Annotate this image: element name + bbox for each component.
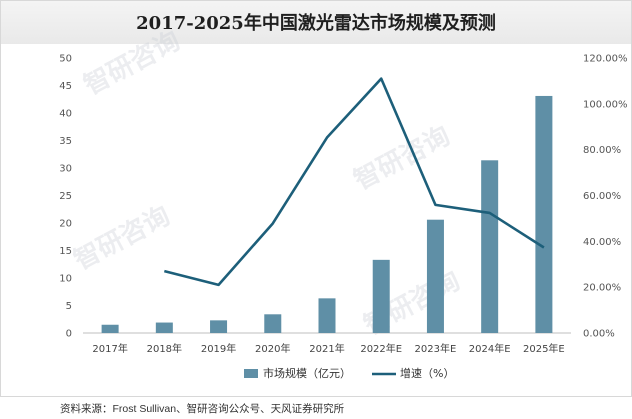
bar-2021年 <box>318 298 336 333</box>
left-axis-tick: 30 <box>59 164 72 175</box>
x-axis-tick: 2021年 <box>309 342 344 355</box>
right-axis-tick: 40.00% <box>583 237 621 248</box>
left-axis-tick: 40 <box>59 109 72 120</box>
right-axis-tick: 20.00% <box>583 283 621 294</box>
right-axis-tick: 0.00% <box>583 329 615 340</box>
x-axis-tick: 2017年 <box>92 342 127 355</box>
left-axis-tick: 0 <box>66 329 72 340</box>
left-axis-tick: 50 <box>59 54 72 65</box>
x-axis-tick: 2019年 <box>201 342 236 355</box>
x-axis-tick: 2024年E <box>469 342 511 355</box>
x-axis-tick: 2022年E <box>360 342 402 355</box>
x-axis-ticks: 2017年 2018年 2019年 2020年 2021年 2022年E 2023年E 202… <box>92 342 564 355</box>
title-band <box>1 1 631 44</box>
left-axis: 0 5 10 15 20 25 30 35 40 45 50 <box>59 54 72 340</box>
chart-title: 2017-2025年中国激光雷达市场规模及预测 <box>136 13 496 34</box>
bar-2023年E <box>426 219 444 333</box>
left-axis-tick: 15 <box>59 246 72 257</box>
watermark-text: 智研咨询 <box>349 120 455 196</box>
left-axis-tick: 45 <box>59 81 72 92</box>
bar-2025年E <box>535 95 553 333</box>
bar-2019年 <box>210 320 228 333</box>
bar-2018年 <box>155 322 173 333</box>
legend-bar-swatch <box>244 369 258 378</box>
bar-series <box>101 95 553 333</box>
bar-2020年 <box>264 314 282 333</box>
legend-line-label: 增速（%） <box>400 366 454 380</box>
watermark-text: 智研咨询 <box>69 200 175 276</box>
x-axis-tick: 2020年 <box>255 342 290 355</box>
right-axis-tick: 120.00% <box>583 54 628 65</box>
legend: 市场规模（亿元） 增速（%） <box>244 366 454 380</box>
growth-line <box>164 77 545 287</box>
source-note: 资料来源：Frost Sullivan、智研咨询公众号、天风证券研究所 <box>60 403 345 415</box>
legend-bar-label: 市场规模（亿元） <box>263 366 351 380</box>
right-axis: 0.00% 20.00% 40.00% 60.00% 80.00% 100.00% 120.… <box>583 54 628 340</box>
left-axis-tick: 20 <box>59 219 72 230</box>
bar-2017年 <box>101 324 119 333</box>
left-axis-tick: 25 <box>59 191 72 202</box>
x-axis-tick: 2025年E <box>523 342 565 355</box>
left-axis-tick: 10 <box>59 274 72 285</box>
right-axis-tick: 80.00% <box>583 145 621 156</box>
left-axis-tick: 5 <box>66 301 72 312</box>
x-axis-tick: 2023年E <box>415 342 457 355</box>
right-axis-tick: 60.00% <box>583 191 621 202</box>
left-axis-tick: 35 <box>59 136 72 147</box>
bar-2022年E <box>372 259 390 333</box>
bar-2024年E <box>481 160 499 333</box>
line-series <box>164 77 545 287</box>
right-axis-tick: 100.00% <box>583 99 628 110</box>
watermark-text: 智研咨询 <box>79 25 185 101</box>
x-axis-tick: 2018年 <box>147 342 182 355</box>
